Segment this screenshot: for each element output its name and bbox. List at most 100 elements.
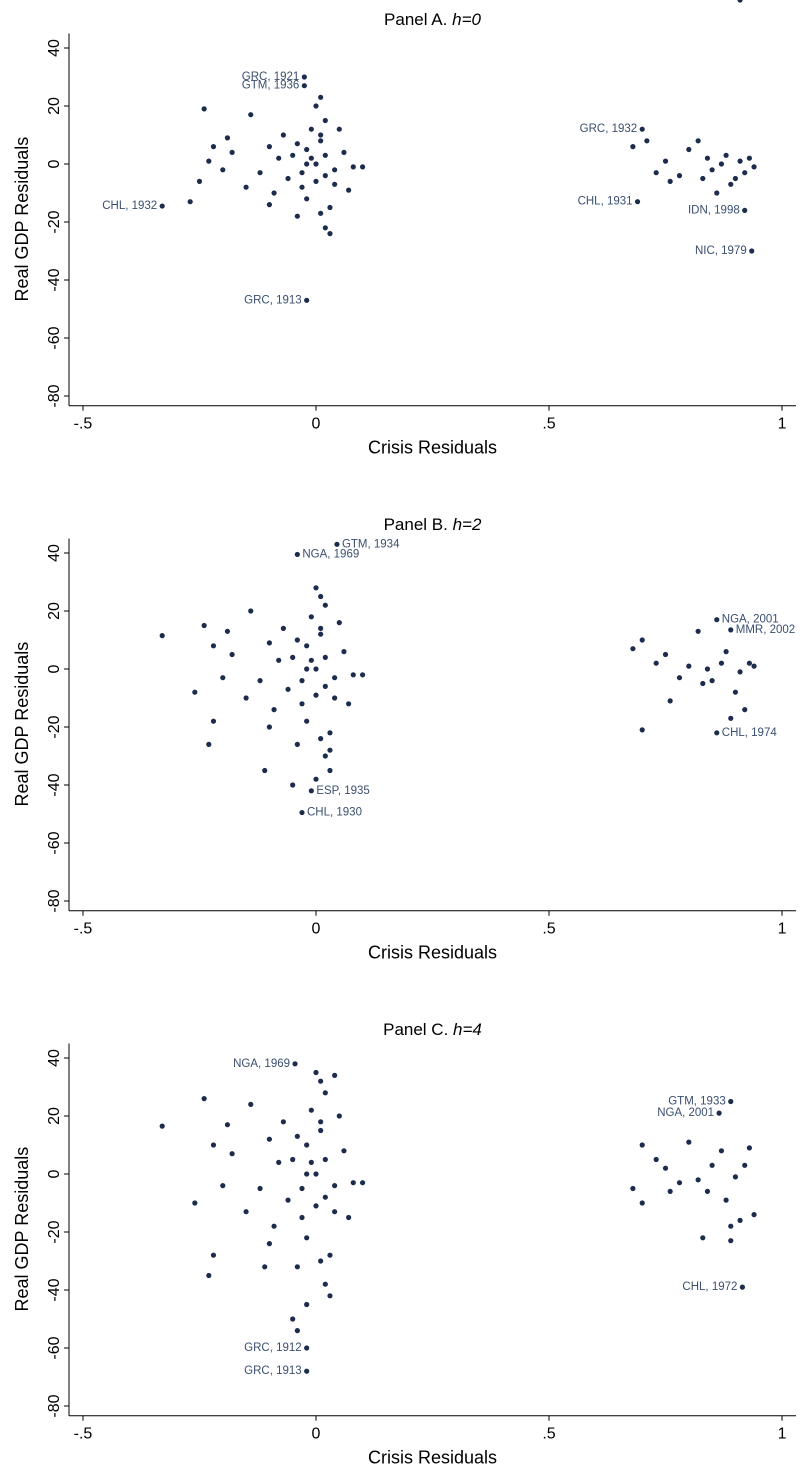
annotated-point xyxy=(742,207,748,213)
data-point xyxy=(280,1119,286,1125)
data-point xyxy=(742,1162,748,1168)
y-tick-label: -40 xyxy=(46,1278,63,1301)
data-point xyxy=(639,1200,645,1206)
data-point xyxy=(266,1241,272,1247)
data-point xyxy=(322,117,328,124)
point-annotation: CHL, 1931 xyxy=(578,196,633,208)
data-point xyxy=(210,144,217,150)
data-point xyxy=(243,695,249,701)
data-point xyxy=(686,1139,692,1145)
data-point xyxy=(313,103,319,109)
data-point xyxy=(639,1142,645,1148)
data-point xyxy=(299,1185,305,1192)
data-point xyxy=(313,776,319,782)
data-point xyxy=(336,1113,342,1119)
x-axis-label: Crisis Residuals xyxy=(368,943,497,963)
data-point xyxy=(341,649,347,655)
data-point xyxy=(210,1142,217,1148)
data-point xyxy=(662,158,669,164)
data-point xyxy=(709,167,715,173)
data-point xyxy=(704,155,711,161)
data-point xyxy=(332,695,338,701)
point-annotation: ESP, 1935 xyxy=(316,785,370,797)
data-point xyxy=(210,718,217,724)
data-point xyxy=(322,1281,328,1287)
point-annotation: NIC, 1979 xyxy=(695,245,747,257)
y-tick-label: 20 xyxy=(46,97,63,115)
data-point xyxy=(313,1203,319,1209)
annotated-point xyxy=(716,1110,722,1116)
x-tick-label: 1 xyxy=(778,416,787,433)
title-text: Panel A. xyxy=(384,10,447,29)
point-annotation: GTM, 1933 xyxy=(668,1096,726,1108)
data-point xyxy=(192,1200,198,1206)
data-point xyxy=(276,1159,282,1165)
data-point xyxy=(322,1156,328,1163)
data-point xyxy=(718,660,725,666)
data-point xyxy=(299,1214,305,1221)
data-point xyxy=(318,132,324,138)
data-point xyxy=(332,1072,338,1078)
data-point xyxy=(318,1127,324,1134)
data-point xyxy=(332,1209,338,1215)
annotated-point xyxy=(299,809,305,816)
x-tick-label: 0 xyxy=(312,1426,321,1443)
data-point xyxy=(322,225,328,231)
data-point xyxy=(695,1177,701,1183)
data-point xyxy=(676,1180,683,1186)
data-point xyxy=(327,767,333,774)
point-annotation: GRC, 1921 xyxy=(242,71,300,83)
point-annotation: GRC, 1913 xyxy=(244,1365,302,1377)
x-axis-label: Crisis Residuals xyxy=(368,1448,497,1468)
data-point xyxy=(732,689,739,695)
annotated-point xyxy=(301,74,307,80)
data-point xyxy=(336,126,342,132)
data-point xyxy=(737,1217,743,1223)
data-point xyxy=(285,1197,291,1203)
data-point xyxy=(318,1078,324,1084)
panel: Panel C. h=4 40 20 0 -20 -40 -60 -80 -.5 0 .5 1 Cris… xyxy=(12,0,796,1468)
x-tick-label: -.5 xyxy=(74,1426,93,1443)
data-point xyxy=(299,678,305,684)
data-point xyxy=(271,1223,277,1229)
data-point xyxy=(327,1293,333,1299)
data-point xyxy=(746,155,752,161)
annotated-point xyxy=(639,126,645,132)
data-point xyxy=(322,173,328,179)
data-point xyxy=(266,640,272,646)
data-point xyxy=(737,669,743,675)
point-annotation: CHL, 1974 xyxy=(722,727,778,739)
data-point xyxy=(304,161,310,167)
data-point xyxy=(294,1264,300,1270)
data-point xyxy=(294,213,300,219)
data-point xyxy=(653,660,659,666)
data-point xyxy=(662,651,669,658)
data-point xyxy=(229,651,235,658)
data-point xyxy=(350,164,356,170)
y-tick-label: -60 xyxy=(46,1336,63,1359)
data-point xyxy=(667,698,673,704)
y-tick-label: -20 xyxy=(46,715,63,738)
data-point xyxy=(359,164,366,170)
data-point xyxy=(746,660,752,666)
data-point xyxy=(290,1156,296,1163)
data-point xyxy=(728,1223,734,1229)
data-point xyxy=(332,181,338,187)
data-point xyxy=(304,146,310,153)
data-point xyxy=(304,666,310,672)
data-point xyxy=(704,666,711,672)
data-point xyxy=(243,1209,249,1215)
panel: Panel B. h=2 40 20 0 -20 -40 -60 -80 -.5 0 .5 1 Cris… xyxy=(12,515,796,963)
data-point xyxy=(695,628,701,634)
data-point xyxy=(318,1258,324,1264)
data-point xyxy=(304,1235,310,1241)
data-point xyxy=(313,585,319,591)
panel-title: Panel C. h=4 xyxy=(383,1020,482,1039)
annotated-point xyxy=(308,788,314,794)
data-point xyxy=(224,628,231,634)
data-point xyxy=(290,782,296,788)
y-tick-label: -80 xyxy=(46,1394,63,1417)
data-point xyxy=(313,161,319,167)
data-point xyxy=(271,190,277,196)
